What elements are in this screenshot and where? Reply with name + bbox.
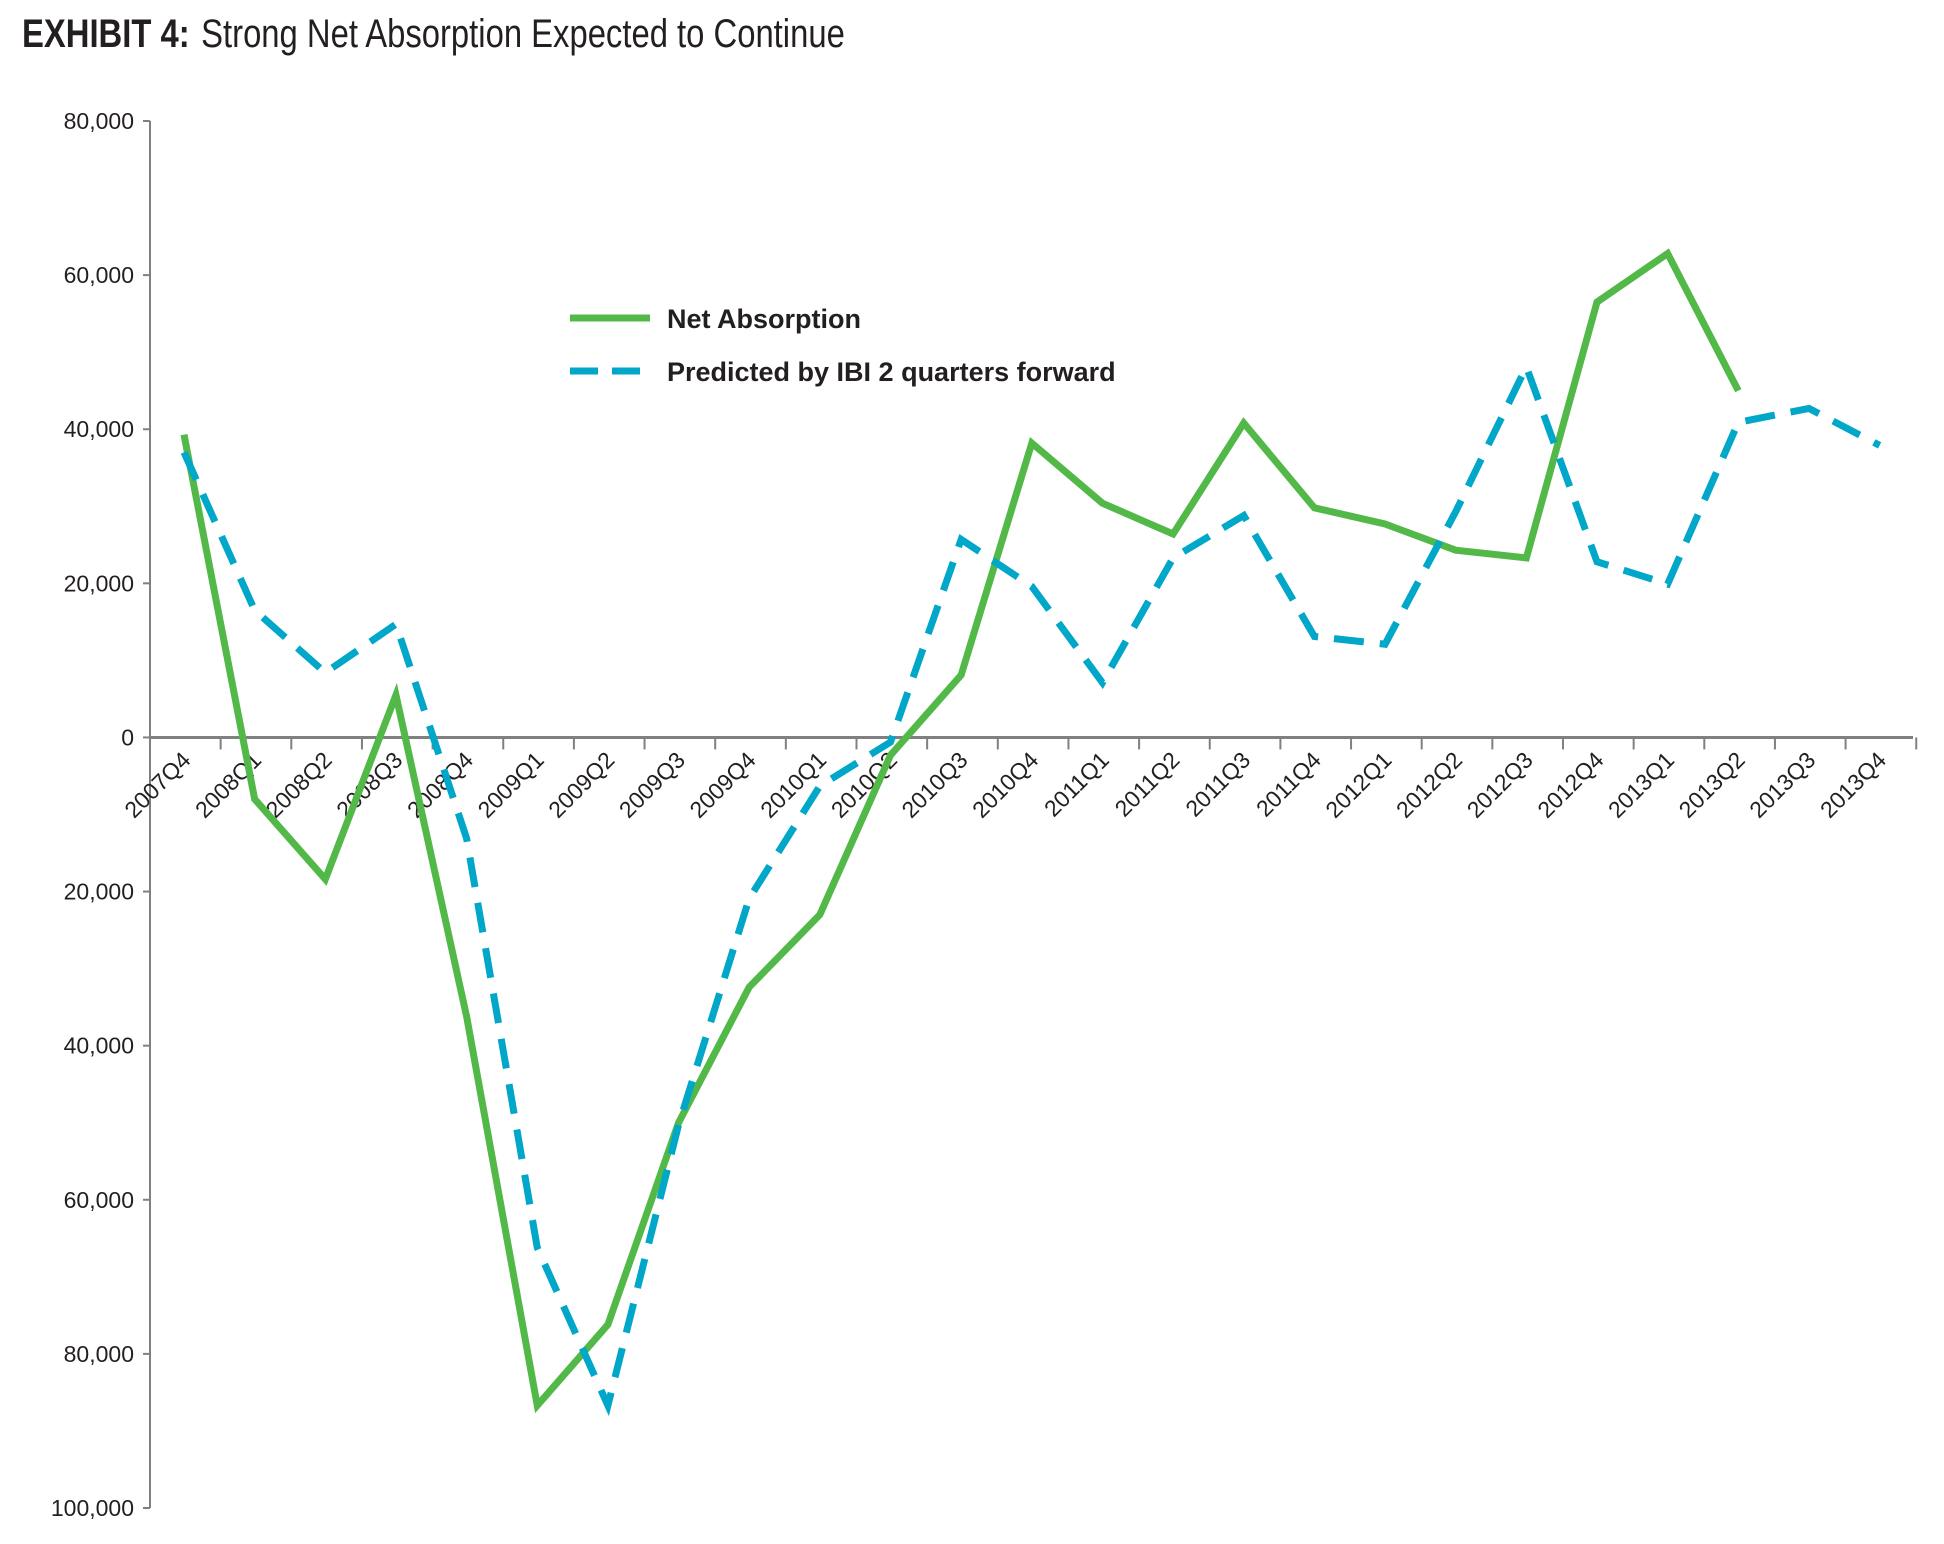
y-tick-label: 60,000 [64, 1187, 134, 1213]
x-tick-label: 2011Q1 [1039, 747, 1114, 822]
x-tick-label: 2013Q1 [1603, 747, 1679, 823]
y-tick-label: 20,000 [64, 570, 134, 596]
x-tick-label: 2012Q2 [1391, 747, 1467, 823]
x-tick-label: 2009Q4 [684, 746, 760, 822]
y-tick-label: 80,000 [64, 108, 134, 134]
legend-label: Predicted by IBI 2 quarters forward [667, 357, 1116, 387]
y-tick-label: 40,000 [64, 1033, 134, 1059]
x-tick-label: 2012Q1 [1320, 747, 1396, 823]
y-tick-label: 40,000 [64, 416, 134, 442]
title-text: Strong Net Absorption Expected to Contin… [201, 12, 845, 56]
x-tick-label: 2013Q2 [1674, 747, 1750, 823]
legend-label: Net Absorption [667, 304, 861, 334]
x-tick-label: 2010Q4 [967, 746, 1043, 822]
x-tick-label: 2012Q3 [1462, 747, 1538, 823]
y-tick-label: 80,000 [64, 1341, 134, 1367]
x-tick-label: 2009Q2 [543, 747, 619, 823]
x-tick-label: 2010Q1 [755, 747, 831, 823]
y-tick-label: 20,000 [64, 879, 134, 905]
x-tick-label: 2009Q3 [614, 747, 690, 823]
x-tick-label: 2011Q4 [1251, 746, 1326, 821]
exhibit-label: EXHIBIT 4: [22, 12, 190, 56]
x-tick-label: 2011Q2 [1110, 747, 1185, 822]
x-tick-label: 2010Q3 [896, 747, 972, 823]
y-tick-label: 100,000 [51, 1495, 134, 1521]
x-tick-label: 2009Q1 [473, 747, 549, 823]
x-tick-label: 2013Q3 [1744, 747, 1820, 823]
chart-title: EXHIBIT 4: Strong Net Absorption Expected… [22, 12, 845, 57]
series-line-net-absorption [180, 248, 1742, 1414]
x-tick-label: 2007Q4 [119, 746, 195, 822]
x-tick-label: 2013Q4 [1815, 746, 1891, 822]
x-tick-label: 2011Q3 [1180, 747, 1255, 822]
x-tick-label: 2012Q4 [1532, 746, 1608, 822]
x-tick-label: 2008Q2 [261, 747, 337, 823]
y-tick-label: 0 [121, 724, 134, 750]
y-tick-label: 60,000 [64, 262, 134, 288]
